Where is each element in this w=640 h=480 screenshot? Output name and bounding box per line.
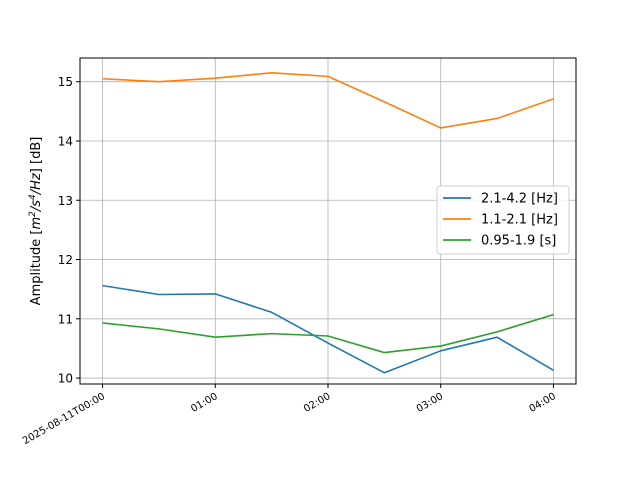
x-tick-label: 04:00 (527, 391, 557, 415)
x-tick-label: 2025-08-11T00:00 (21, 391, 107, 447)
x-axis: 2025-08-11T00:00 01:00 02:00 03:00 04:00 (21, 384, 558, 447)
x-tick-label: 03:00 (415, 391, 445, 415)
series-line (102, 313, 554, 354)
y-tick-label: 10 (58, 372, 73, 386)
legend-box (436, 185, 570, 255)
legend-entry: 0.95-1.9 [s] (481, 234, 556, 249)
y-tick-label: 12 (58, 253, 73, 267)
y-tick-label: 15 (58, 75, 73, 89)
y-axis-label: Amplitude [m2/s4/Hz] [dB] (28, 137, 44, 306)
series-line (102, 72, 554, 129)
series-line (102, 284, 554, 374)
y-tick-label: 11 (58, 312, 73, 326)
legend-entry: 1.1-2.1 [Hz] (481, 213, 558, 228)
legend-entry: 2.1-4.2 [Hz] (481, 192, 558, 207)
x-tick-label: 02:00 (302, 391, 332, 415)
y-tick-label: 13 (58, 194, 73, 208)
y-tick-label: 14 (58, 134, 73, 148)
y-axis: 10 11 12 13 14 15 (58, 75, 80, 386)
x-tick-label: 01:00 (189, 391, 219, 415)
series-lines (102, 72, 554, 374)
legend: 2.1-4.2 [Hz] 1.1-2.1 [Hz] 0.95-1.9 [s] (436, 185, 570, 255)
